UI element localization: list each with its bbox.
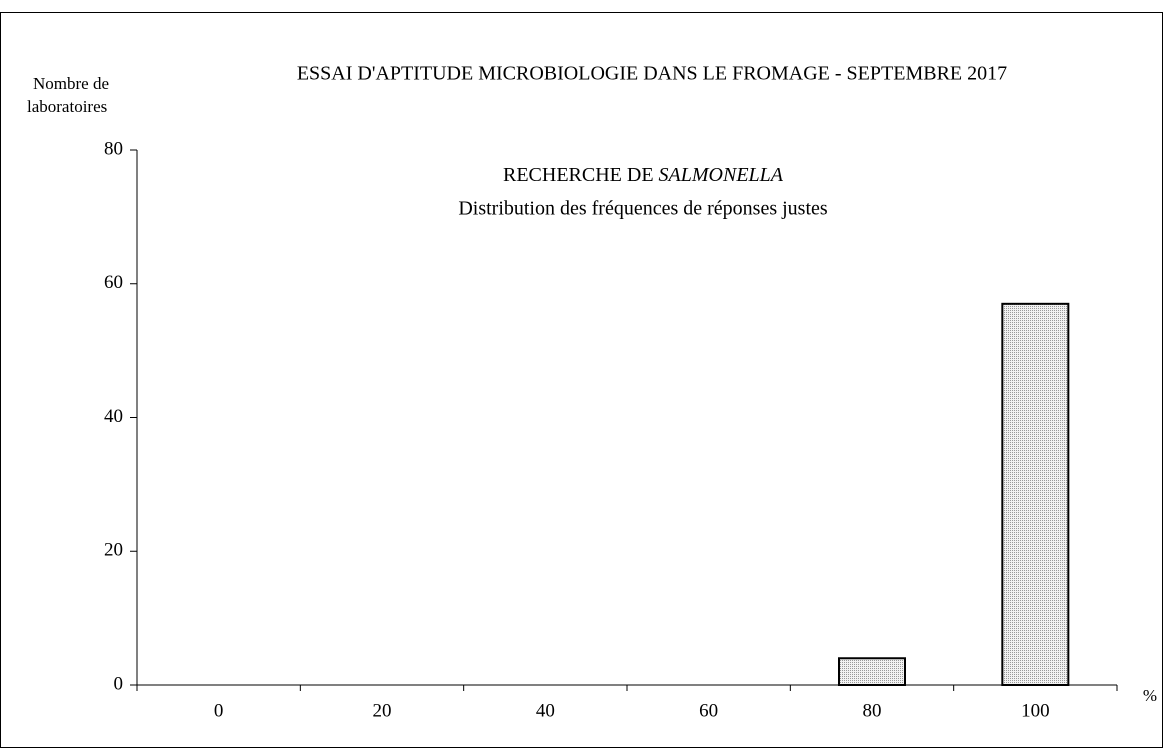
chart-title: ESSAI D'APTITUDE MICROBIOLOGIE DANS LE F… — [297, 63, 1007, 85]
x-axis-label: % — [1143, 686, 1157, 705]
x-tick-label: 0 — [214, 700, 224, 721]
x-tick-label: 100 — [1021, 700, 1050, 721]
subtitle: Distribution des fréquences de réponses … — [458, 198, 828, 220]
frame — [0, 12, 1163, 748]
x-tick-label: 80 — [863, 700, 882, 721]
y-axis-label: laboratoires — [27, 97, 107, 116]
y-tick-label: 80 — [104, 138, 123, 159]
subtitle: RECHERCHE DE SALMONELLA — [503, 164, 784, 186]
subtitle-italic: SALMONELLA — [659, 164, 784, 186]
y-tick-label: 0 — [114, 673, 124, 694]
bar — [1001, 302, 1070, 686]
y-tick-label: 60 — [104, 272, 123, 293]
bar — [838, 657, 906, 686]
x-tick-label: 60 — [699, 700, 718, 721]
y-tick-label: 40 — [104, 406, 123, 427]
x-tick-label: 20 — [373, 700, 392, 721]
y-axis-label: Nombre de — [33, 74, 109, 93]
subtitle-prefix: RECHERCHE DE — [503, 164, 654, 186]
x-tick-label: 40 — [536, 700, 555, 721]
y-tick-label: 20 — [104, 540, 123, 561]
